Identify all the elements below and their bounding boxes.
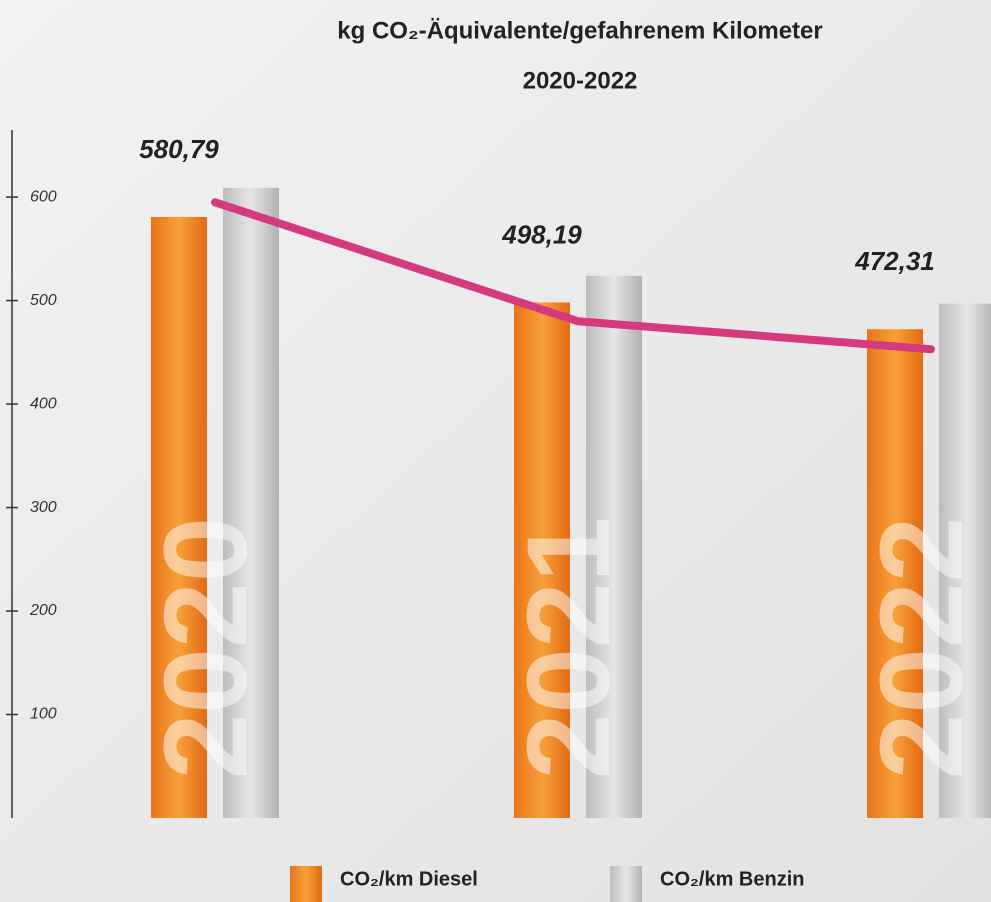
y-tick-label: 200	[29, 602, 57, 619]
legend-swatch	[290, 866, 322, 902]
y-tick-label: 100	[30, 706, 57, 723]
bar	[939, 303, 991, 818]
bar	[151, 216, 207, 819]
category-label: 2021	[503, 517, 635, 780]
bar	[867, 329, 923, 818]
category-label: 2020	[140, 517, 272, 780]
trend-line	[211, 198, 935, 354]
bar	[223, 187, 279, 818]
bar	[586, 275, 642, 818]
category-label: 2022	[856, 517, 988, 780]
legend-swatch	[610, 866, 642, 902]
legend-label: CO₂/km Benzin	[660, 868, 804, 890]
y-tick-label: 600	[30, 188, 57, 205]
value-label: 472,31	[854, 246, 935, 276]
bar	[514, 302, 570, 818]
legend-label: CO₂/km Diesel	[340, 868, 478, 890]
y-tick-label: 300	[30, 499, 57, 516]
value-label: 498,19	[501, 219, 582, 249]
chart-subtitle: 2020-2022	[523, 67, 638, 94]
y-tick-label: 500	[30, 292, 57, 309]
chart-title: kg CO₂-Äquivalente/gefahrenem Kilometer	[337, 17, 822, 44]
y-tick-label: 400	[30, 395, 57, 412]
value-label: 580,79	[139, 134, 219, 164]
